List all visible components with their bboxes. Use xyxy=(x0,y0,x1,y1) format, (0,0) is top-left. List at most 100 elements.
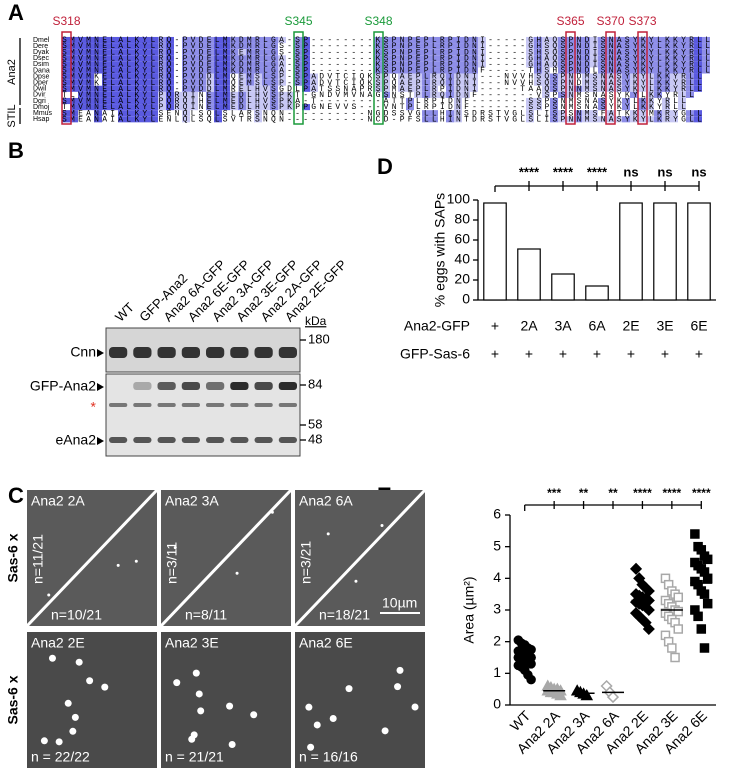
site-label: S318 xyxy=(52,14,80,28)
point xyxy=(673,606,684,617)
residue-shade xyxy=(534,36,542,44)
band xyxy=(254,382,273,390)
residue-shade xyxy=(550,55,558,62)
residue-shade xyxy=(262,61,270,68)
band xyxy=(278,382,297,390)
residue-shade xyxy=(382,49,390,56)
residue-shade xyxy=(430,49,438,56)
residue-shade xyxy=(70,97,78,105)
residue-shade xyxy=(150,116,158,123)
residue-shade xyxy=(614,61,622,68)
y-tick-label: 3 xyxy=(493,601,501,617)
point xyxy=(690,529,700,539)
residue-shade xyxy=(86,104,94,111)
residue-shade xyxy=(214,79,222,86)
residue-shade xyxy=(206,85,214,92)
residue-shade xyxy=(590,110,598,117)
x-tick-label: + xyxy=(593,346,601,362)
residue-shade xyxy=(302,36,310,44)
sig-label: **** xyxy=(663,486,682,500)
residue-shade xyxy=(238,85,246,92)
residue-shade xyxy=(206,104,214,111)
residue-shade xyxy=(414,55,422,62)
residue-shade xyxy=(214,110,222,117)
residue-shade xyxy=(678,55,686,62)
residue-shade xyxy=(542,67,550,74)
x-tick-label: + xyxy=(695,346,703,362)
residue-shade xyxy=(454,91,462,98)
residue-shade xyxy=(142,91,150,98)
residue-shade xyxy=(446,110,454,117)
residue-shade xyxy=(470,55,478,62)
residue-shade xyxy=(166,49,174,56)
residue-shade xyxy=(630,116,638,123)
bar xyxy=(653,202,677,301)
residue-shade xyxy=(230,97,238,105)
residue-shade xyxy=(638,116,646,123)
residue-shade xyxy=(558,49,566,56)
residue-shade xyxy=(254,104,262,111)
spot xyxy=(396,666,404,674)
residue-shade xyxy=(382,43,390,50)
residue-shade xyxy=(526,110,534,117)
residue-shade xyxy=(278,55,286,62)
y-tick-label: 6 xyxy=(493,506,501,522)
residue-shade xyxy=(198,79,206,86)
residue-shade xyxy=(150,43,158,50)
residue-shade xyxy=(182,85,190,92)
site-box xyxy=(293,31,304,125)
count-label: n = 16/16 xyxy=(299,749,358,765)
residue-shade xyxy=(110,73,118,80)
residue-shade xyxy=(446,43,454,50)
residue-shade xyxy=(598,67,606,74)
residue-shade xyxy=(422,85,430,92)
residue-shade xyxy=(206,67,214,74)
residue-shade xyxy=(646,73,654,80)
residue-shade xyxy=(654,55,662,62)
residue-shade xyxy=(214,67,222,74)
spot xyxy=(394,683,402,691)
residue-shade xyxy=(414,36,422,44)
residue-shade xyxy=(454,73,462,80)
residue-shade xyxy=(662,36,670,44)
residue-shade xyxy=(550,104,558,111)
spot xyxy=(228,741,236,749)
residue-shade xyxy=(646,55,654,62)
split-line xyxy=(293,488,427,628)
residue-shade xyxy=(78,61,86,68)
band xyxy=(157,347,176,358)
residue-shade xyxy=(414,61,422,68)
residue-shade xyxy=(598,61,606,68)
residue-shade xyxy=(398,85,406,92)
residue-shade xyxy=(398,36,406,44)
residue-shade xyxy=(78,104,86,111)
spot xyxy=(64,699,72,707)
residue-shade xyxy=(302,104,310,111)
residue-shade xyxy=(102,85,110,92)
residue-shade xyxy=(166,85,174,92)
residue-shade xyxy=(478,61,486,68)
residue-shade xyxy=(686,91,694,98)
point xyxy=(667,643,677,653)
residue-shade xyxy=(574,67,582,74)
residue-shade xyxy=(638,43,646,50)
residue-shade xyxy=(678,61,686,68)
residue-shade xyxy=(94,110,102,117)
residue-shade xyxy=(606,67,614,74)
residue-shade xyxy=(126,91,134,98)
residue-shade xyxy=(550,43,558,50)
residue-shade xyxy=(462,61,470,68)
band-label: eAna2 xyxy=(56,432,97,448)
y-axis-label: Area (µm²) xyxy=(461,576,477,643)
residue-shade xyxy=(422,49,430,56)
band xyxy=(181,347,200,358)
residue-shade xyxy=(166,91,174,98)
residue-shade xyxy=(374,73,382,80)
residue-shade xyxy=(86,43,94,50)
x-tick-label: + xyxy=(525,346,533,362)
residue-shade xyxy=(102,61,110,68)
residue-shade xyxy=(438,79,446,86)
count-label: n=8/11 xyxy=(185,607,227,623)
residue-shade xyxy=(470,73,478,80)
residue-shade xyxy=(694,55,702,62)
